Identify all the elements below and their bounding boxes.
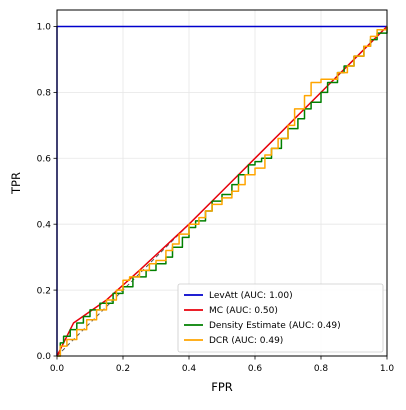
x-tick-label: 0.6 bbox=[248, 364, 263, 374]
legend: LevAtt (AUC: 1.00) MC (AUC: 0.50) Density … bbox=[177, 283, 384, 353]
y-axis-label: TPR bbox=[9, 172, 23, 195]
series-line-dcr bbox=[57, 26, 388, 357]
legend-box bbox=[177, 283, 384, 353]
y-tick-label: 0.2 bbox=[37, 286, 51, 296]
x-tick-label: 0.8 bbox=[314, 364, 329, 374]
series-line-mc bbox=[56, 25, 388, 357]
x-tick-label: 0.2 bbox=[116, 364, 130, 374]
legend-entry: Density Estimate (AUC: 0.49) bbox=[209, 321, 341, 331]
y-tick-label: 0.4 bbox=[37, 220, 52, 230]
legend-entry: DCR (AUC: 0.49) bbox=[209, 336, 283, 346]
x-tick-label: 0.4 bbox=[182, 364, 197, 374]
y-tick-label: 0.6 bbox=[37, 154, 52, 164]
x-tick-label: 0.0 bbox=[50, 364, 65, 374]
x-tick-label: 1.0 bbox=[380, 364, 395, 374]
series-line-density-estimate bbox=[57, 26, 388, 357]
y-tick-label: 0.0 bbox=[37, 352, 52, 362]
x-axis-label: FPR bbox=[211, 380, 233, 394]
legend-entry: LevAtt (AUC: 1.00) bbox=[209, 291, 293, 301]
plot-frame bbox=[56, 9, 388, 357]
legend-entry: MC (AUC: 0.50) bbox=[209, 306, 278, 316]
y-tick-label: 0.8 bbox=[37, 89, 52, 99]
y-tick-label: 1.0 bbox=[37, 23, 52, 33]
